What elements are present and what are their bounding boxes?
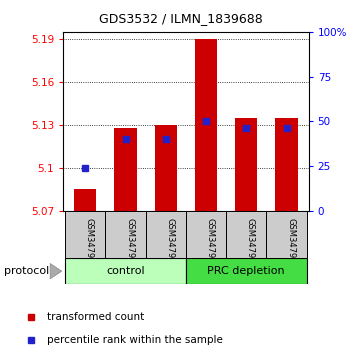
Bar [195,39,217,211]
Text: percentile rank within the sample: percentile rank within the sample [47,335,223,346]
Text: transformed count: transformed count [47,312,144,322]
Bar [65,211,105,258]
Text: GSM347905: GSM347905 [125,218,134,269]
Bar [226,211,266,258]
Bar [186,258,306,284]
Text: protocol: protocol [4,266,49,276]
Text: GSM347906: GSM347906 [165,218,174,269]
Bar [275,118,297,211]
Text: GSM347908: GSM347908 [246,218,255,269]
Bar [155,125,177,211]
Bar [65,258,186,284]
Text: GSM347907: GSM347907 [205,218,214,269]
Bar [74,189,96,211]
Bar [235,118,257,211]
Bar [105,211,146,258]
Polygon shape [50,263,62,279]
Bar [114,128,136,211]
Text: PRC depletion: PRC depletion [208,266,285,276]
Bar [146,211,186,258]
Bar [266,211,306,258]
Text: control: control [106,266,145,276]
Text: GSM347904: GSM347904 [85,218,94,269]
Text: GDS3532 / ILMN_1839688: GDS3532 / ILMN_1839688 [99,12,262,25]
Bar [186,211,226,258]
Text: GSM347909: GSM347909 [286,218,295,269]
